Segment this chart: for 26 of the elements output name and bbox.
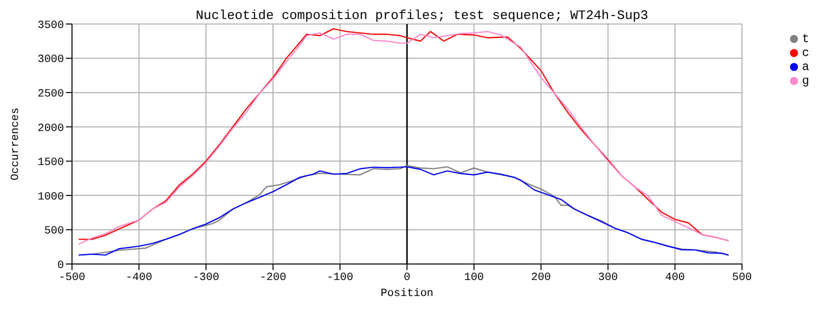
x-tick-label: -400 xyxy=(126,272,152,284)
x-tick-label: -100 xyxy=(326,272,354,284)
y-tick-label: 3000 xyxy=(38,54,64,66)
x-tick-label: 400 xyxy=(665,272,685,284)
y-tick-label: 500 xyxy=(44,226,64,238)
x-tick-label: 500 xyxy=(732,272,752,284)
y-tick-label: 1500 xyxy=(38,157,64,170)
y-tick-label: 2500 xyxy=(38,88,64,100)
x-tick-label: 200 xyxy=(531,272,551,284)
y-tick-label: 3500 xyxy=(38,20,64,32)
legend-label: g xyxy=(802,74,810,88)
y-tick-label: 1000 xyxy=(38,191,64,204)
legend-label: t xyxy=(802,32,810,46)
y-tick-label: 2000 xyxy=(38,122,64,135)
legend-label: c xyxy=(802,46,810,60)
y-tick-label: 0 xyxy=(57,260,64,272)
chart-title: Nucleotide composition profiles; test sequence; WT24h-Sup3 xyxy=(194,8,650,23)
x-tick-label: 100 xyxy=(464,272,484,284)
x-tick-label: -200 xyxy=(260,272,286,284)
x-axis-title: Position xyxy=(380,288,434,300)
x-tick-label: 300 xyxy=(598,272,618,284)
y-axis-title: Occurrences xyxy=(10,108,22,180)
x-tick-label: -300 xyxy=(192,272,220,284)
x-tick-label: -500 xyxy=(58,272,86,284)
legend-label: a xyxy=(802,60,810,74)
x-tick-label: 0 xyxy=(404,272,410,284)
